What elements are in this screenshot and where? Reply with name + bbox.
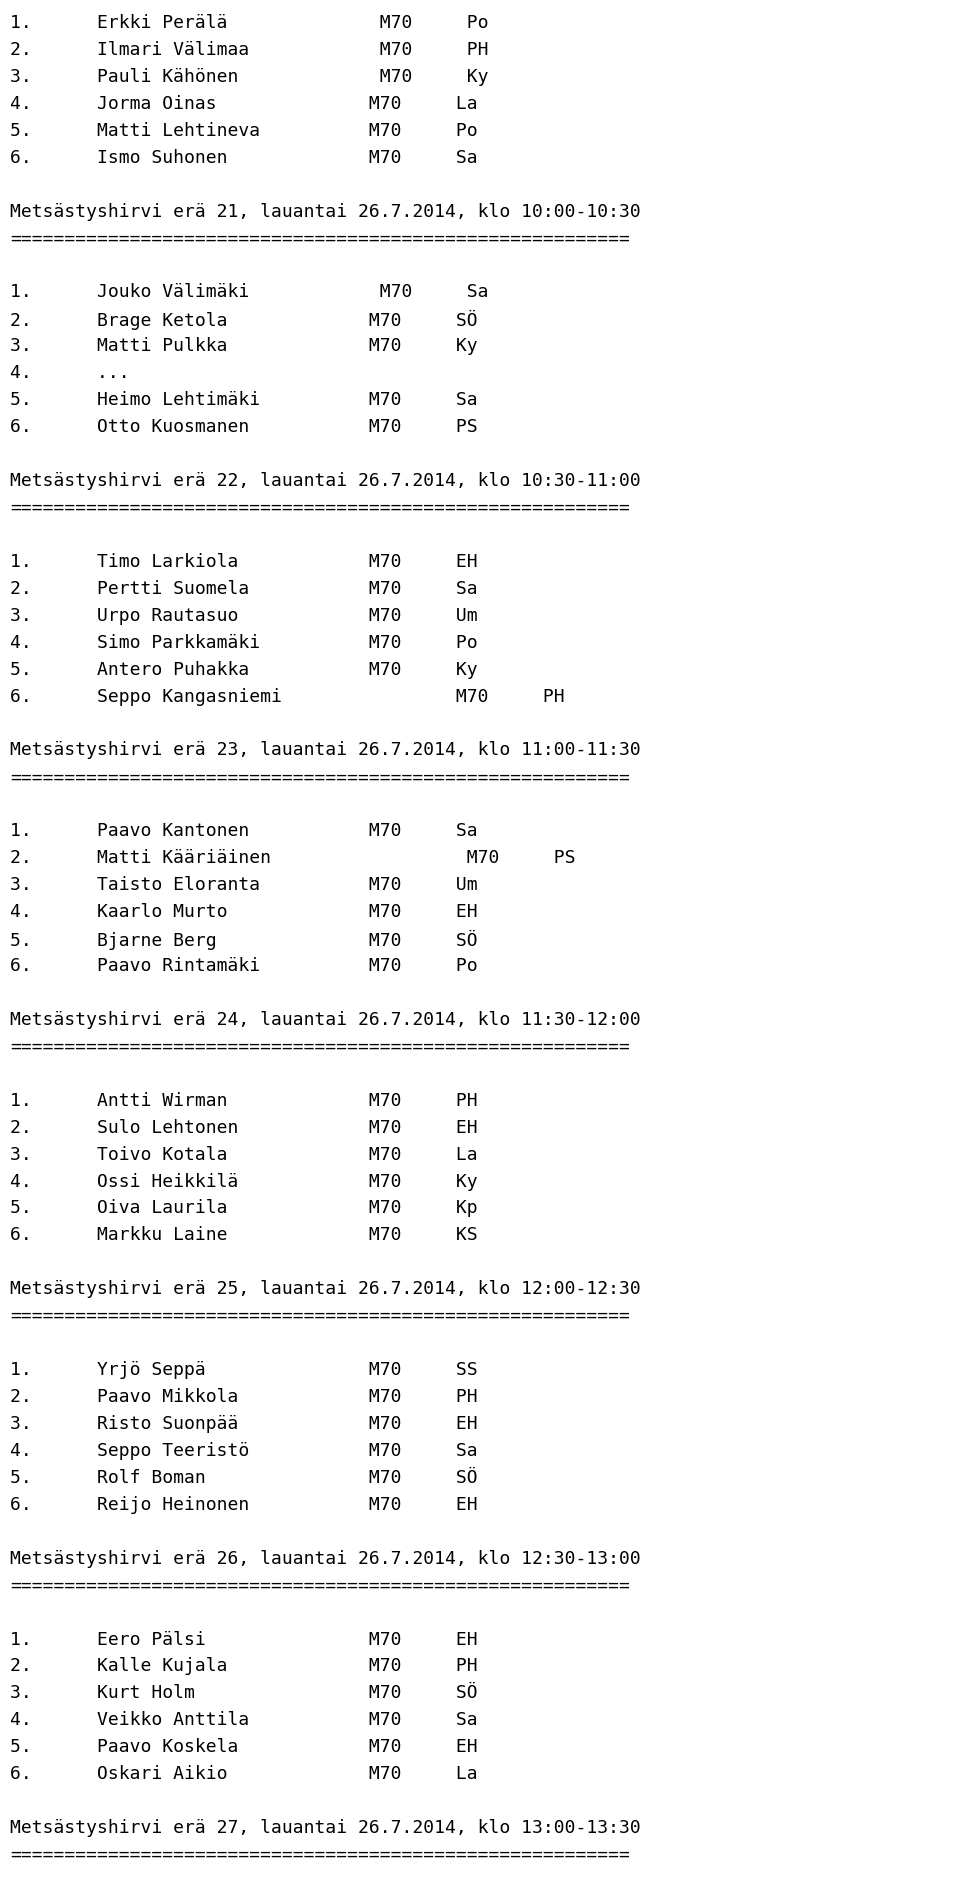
Text: 2.      Brage Ketola             M70     SÖ: 2. Brage Ketola M70 SÖ bbox=[10, 311, 478, 329]
Text: 4.      Seppo Teeristö           M70     Sa: 4. Seppo Teeristö M70 Sa bbox=[10, 1442, 478, 1459]
Text: 3.      Matti Pulkka             M70     Ky: 3. Matti Pulkka M70 Ky bbox=[10, 337, 478, 356]
Text: 3.      Pauli Kähönen             M70     Ky: 3. Pauli Kähönen M70 Ky bbox=[10, 68, 489, 87]
Text: 1.      Eero Pälsi               M70     EH: 1. Eero Pälsi M70 EH bbox=[10, 1630, 478, 1647]
Text: 2.      Sulo Lehtonen            M70     EH: 2. Sulo Lehtonen M70 EH bbox=[10, 1118, 478, 1137]
Text: 4.      Veikko Anttila           M70     Sa: 4. Veikko Anttila M70 Sa bbox=[10, 1711, 478, 1728]
Text: 6.      Ismo Suhonen             M70     Sa: 6. Ismo Suhonen M70 Sa bbox=[10, 149, 478, 167]
Text: 3.      Toivo Kotala             M70     La: 3. Toivo Kotala M70 La bbox=[10, 1144, 478, 1163]
Text: 1.      Paavo Kantonen           M70     Sa: 1. Paavo Kantonen M70 Sa bbox=[10, 822, 478, 839]
Text: 1.      Yrjö Seppä               M70     SS: 1. Yrjö Seppä M70 SS bbox=[10, 1361, 478, 1378]
Text: 3.      Risto Suonpää            M70     EH: 3. Risto Suonpää M70 EH bbox=[10, 1413, 478, 1432]
Text: 6.      Oskari Aikio             M70     La: 6. Oskari Aikio M70 La bbox=[10, 1763, 478, 1782]
Text: =========================================================: ========================================… bbox=[10, 1575, 630, 1594]
Text: 1.      Timo Larkiola            M70     EH: 1. Timo Larkiola M70 EH bbox=[10, 553, 478, 570]
Text: 1.      Erkki Perälä              M70     Po: 1. Erkki Perälä M70 Po bbox=[10, 13, 489, 32]
Text: 2.      Kalle Kujala             M70     PH: 2. Kalle Kujala M70 PH bbox=[10, 1656, 478, 1675]
Text: 6.      Markku Laine             M70     KS: 6. Markku Laine M70 KS bbox=[10, 1225, 478, 1244]
Text: 5.      Antero Puhakka           M70     Ky: 5. Antero Puhakka M70 Ky bbox=[10, 661, 478, 678]
Text: =========================================================: ========================================… bbox=[10, 1844, 630, 1863]
Text: 5.      Bjarne Berg              M70     SÖ: 5. Bjarne Berg M70 SÖ bbox=[10, 930, 478, 950]
Text: 4.      Kaarlo Murto             M70     EH: 4. Kaarlo Murto M70 EH bbox=[10, 903, 478, 920]
Text: 2.      Ilmari Välimaa            M70     PH: 2. Ilmari Välimaa M70 PH bbox=[10, 41, 489, 58]
Text: 1.      Jouko Välimäki            M70     Sa: 1. Jouko Välimäki M70 Sa bbox=[10, 284, 489, 301]
Text: 4.      ...: 4. ... bbox=[10, 363, 130, 382]
Text: 6.      Reijo Heinonen           M70     EH: 6. Reijo Heinonen M70 EH bbox=[10, 1494, 478, 1513]
Text: 3.      Taisto Eloranta          M70     Um: 3. Taisto Eloranta M70 Um bbox=[10, 875, 478, 894]
Text: 4.      Jorma Oinas              M70     La: 4. Jorma Oinas M70 La bbox=[10, 94, 478, 113]
Text: =========================================================: ========================================… bbox=[10, 1306, 630, 1325]
Text: Metsästyshirvi erä 22, lauantai 26.7.2014, klo 10:30-11:00: Metsästyshirvi erä 22, lauantai 26.7.201… bbox=[10, 472, 640, 489]
Text: 3.      Urpo Rautasuo            M70     Um: 3. Urpo Rautasuo M70 Um bbox=[10, 606, 478, 625]
Text: Metsästyshirvi erä 27, lauantai 26.7.2014, klo 13:00-13:30: Metsästyshirvi erä 27, lauantai 26.7.201… bbox=[10, 1818, 640, 1837]
Text: =========================================================: ========================================… bbox=[10, 499, 630, 518]
Text: 5.      Paavo Koskela            M70     EH: 5. Paavo Koskela M70 EH bbox=[10, 1737, 478, 1756]
Text: 5.      Oiva Laurila             M70     Kp: 5. Oiva Laurila M70 Kp bbox=[10, 1199, 478, 1218]
Text: 4.      Simo Parkkamäki          M70     Po: 4. Simo Parkkamäki M70 Po bbox=[10, 634, 478, 651]
Text: Metsästyshirvi erä 26, lauantai 26.7.2014, klo 12:30-13:00: Metsästyshirvi erä 26, lauantai 26.7.201… bbox=[10, 1549, 640, 1568]
Text: 2.      Paavo Mikkola            M70     PH: 2. Paavo Mikkola M70 PH bbox=[10, 1387, 478, 1406]
Text: 6.      Otto Kuosmanen           M70     PS: 6. Otto Kuosmanen M70 PS bbox=[10, 418, 478, 437]
Text: 5.      Rolf Boman               M70     SÖ: 5. Rolf Boman M70 SÖ bbox=[10, 1468, 478, 1487]
Text: Metsästyshirvi erä 25, lauantai 26.7.2014, klo 12:00-12:30: Metsästyshirvi erä 25, lauantai 26.7.201… bbox=[10, 1280, 640, 1297]
Text: Metsästyshirvi erä 23, lauantai 26.7.2014, klo 11:00-11:30: Metsästyshirvi erä 23, lauantai 26.7.201… bbox=[10, 742, 640, 758]
Text: 5.      Heimo Lehtimäki          M70     Sa: 5. Heimo Lehtimäki M70 Sa bbox=[10, 391, 478, 408]
Text: =========================================================: ========================================… bbox=[10, 230, 630, 247]
Text: 2.      Pertti Suomela           M70     Sa: 2. Pertti Suomela M70 Sa bbox=[10, 580, 478, 597]
Text: 3.      Kurt Holm                M70     SÖ: 3. Kurt Holm M70 SÖ bbox=[10, 1684, 478, 1701]
Text: Metsästyshirvi erä 21, lauantai 26.7.2014, klo 10:00-10:30: Metsästyshirvi erä 21, lauantai 26.7.201… bbox=[10, 203, 640, 220]
Text: =========================================================: ========================================… bbox=[10, 768, 630, 787]
Text: =========================================================: ========================================… bbox=[10, 1037, 630, 1056]
Text: 4.      Ossi Heikkilä            M70     Ky: 4. Ossi Heikkilä M70 Ky bbox=[10, 1172, 478, 1189]
Text: 2.      Matti Kääriäinen                  M70     PS: 2. Matti Kääriäinen M70 PS bbox=[10, 849, 575, 868]
Text: 6.      Paavo Rintamäki          M70     Po: 6. Paavo Rintamäki M70 Po bbox=[10, 956, 478, 975]
Text: 1.      Antti Wirman             M70     PH: 1. Antti Wirman M70 PH bbox=[10, 1092, 478, 1108]
Text: Metsästyshirvi erä 24, lauantai 26.7.2014, klo 11:30-12:00: Metsästyshirvi erä 24, lauantai 26.7.201… bbox=[10, 1011, 640, 1028]
Text: 5.      Matti Lehtineva          M70     Po: 5. Matti Lehtineva M70 Po bbox=[10, 122, 478, 139]
Text: 6.      Seppo Kangasniemi                M70     PH: 6. Seppo Kangasniemi M70 PH bbox=[10, 687, 564, 706]
